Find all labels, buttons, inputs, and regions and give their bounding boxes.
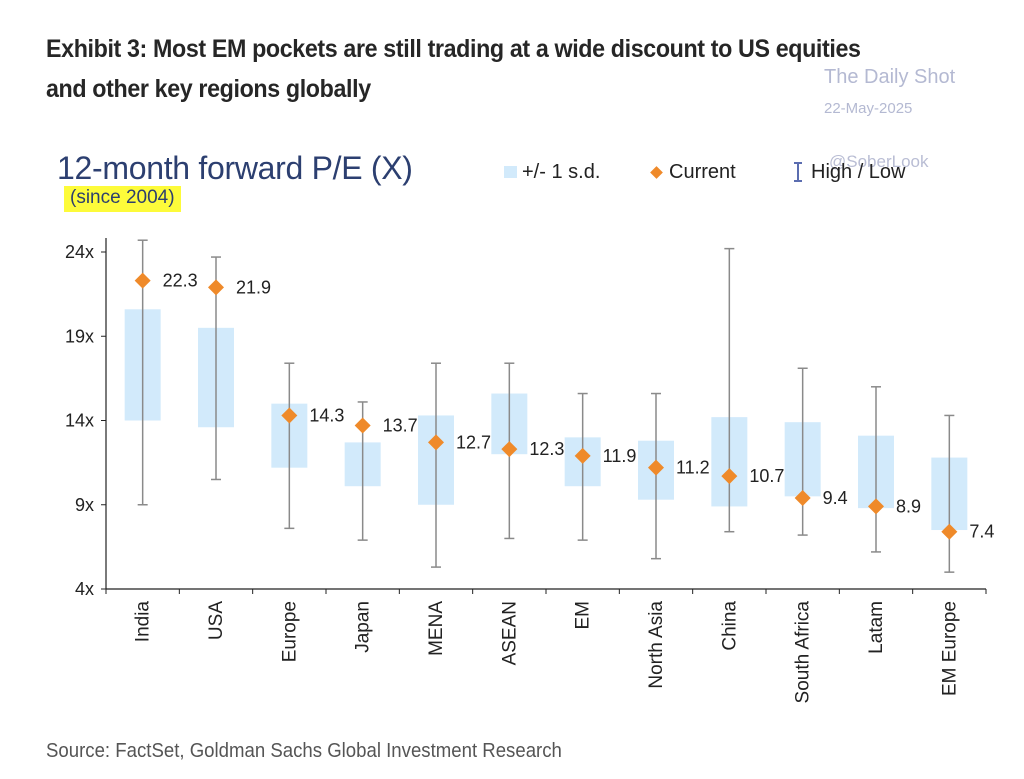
current-pe-marker — [574, 447, 591, 464]
legend-current-label: Current — [669, 160, 736, 183]
current-pe-label: 8.9 — [896, 496, 921, 516]
exhibit-title: Exhibit 3: Most EM pockets are still tra… — [46, 29, 939, 109]
watermark-name: The Daily Shot — [824, 66, 956, 88]
legend-highlow-label: High / Low — [811, 160, 906, 183]
x-category-label: Latam — [866, 601, 887, 654]
legend-sd-label: +/- 1 s.d. — [522, 160, 601, 183]
y-tick-label: 24x — [65, 242, 94, 262]
current-pe-label: 11.9 — [603, 446, 637, 466]
current-pe-label: 7.4 — [969, 522, 994, 542]
legend-item-sd: +/- 1 s.d. — [504, 159, 600, 185]
x-category-label: India — [133, 601, 154, 643]
current-pe-marker — [941, 523, 958, 540]
y-tick-label: 4x — [75, 579, 94, 599]
x-category-label: North Asia — [646, 601, 667, 689]
source-note: Source: FactSet, Goldman Sachs Global In… — [46, 740, 562, 762]
x-category-label: ASEAN — [499, 601, 520, 665]
legend-item-highlow: High / Low — [791, 159, 906, 185]
current-pe-marker — [354, 417, 371, 434]
current-pe-label: 13.7 — [383, 416, 418, 436]
current-pe-label: 22.3 — [163, 271, 198, 291]
current-pe-label: 9.4 — [823, 488, 848, 508]
current-pe-marker — [428, 434, 444, 451]
watermark-handle: @SoberLook — [829, 152, 929, 171]
watermark-date: 22-May-2025 — [824, 100, 913, 117]
current-pe-marker — [648, 459, 664, 476]
chart-subtitle-highlighted: (since 2004) — [64, 186, 181, 212]
x-category-label: MENA — [426, 601, 447, 656]
exhibit-title-line2: and other key regions globally — [46, 75, 371, 103]
y-tick-label: 14x — [65, 411, 94, 431]
x-category-label: EM Europe — [939, 601, 960, 696]
sd-band-swatch-icon — [504, 166, 517, 178]
whisker-range-icon — [794, 162, 802, 182]
current-pe-label: 21.9 — [236, 277, 271, 297]
current-pe-marker — [134, 272, 151, 289]
y-tick-label: 9x — [75, 495, 94, 515]
legend-item-current: Current — [650, 159, 736, 185]
current-pe-marker — [281, 407, 298, 424]
current-pe-label: 12.7 — [456, 432, 491, 452]
current-pe-marker — [721, 468, 738, 485]
exhibit-title-line1: Exhibit 3: Most EM pockets are still tra… — [46, 35, 861, 63]
x-category-label: USA — [206, 601, 227, 640]
x-category-label: Japan — [353, 601, 374, 653]
current-pe-label: 14.3 — [309, 405, 344, 425]
chart-title: 12-month forward P/E (X) — [57, 150, 413, 186]
current-pe-label: 10.7 — [749, 466, 784, 486]
current-pe-marker — [501, 441, 518, 458]
x-category-label: Europe — [279, 601, 300, 662]
current-pe-label: 12.3 — [529, 439, 564, 459]
current-pe-label: 11.2 — [676, 458, 710, 478]
x-category-label: South Africa — [793, 601, 814, 704]
x-category-label: China — [719, 601, 740, 651]
y-tick-label: 19x — [65, 326, 94, 346]
current-pe-marker — [208, 279, 224, 296]
current-pe-marker — [868, 498, 884, 515]
current-pe-marker — [794, 490, 811, 507]
x-category-label: EM — [573, 601, 594, 630]
